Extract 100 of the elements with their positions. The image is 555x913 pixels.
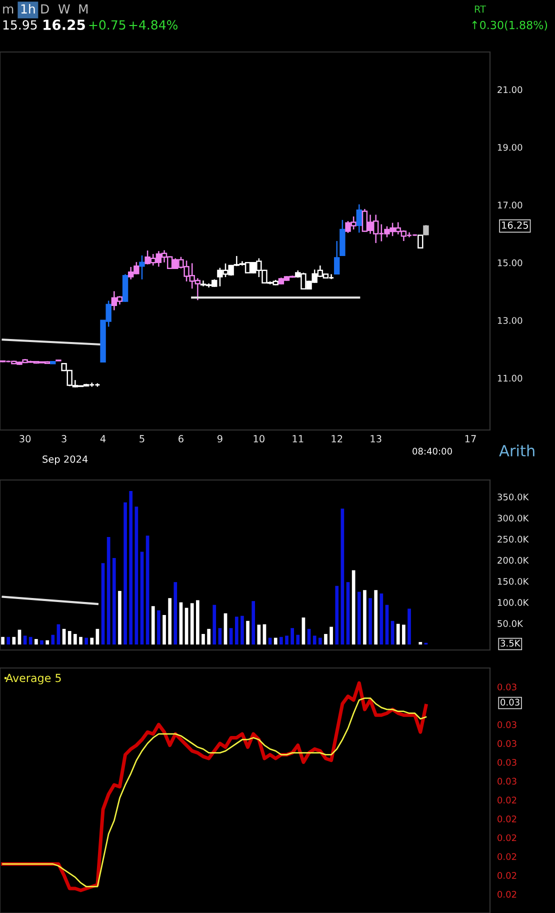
bar xyxy=(330,626,333,645)
text: RT xyxy=(474,6,486,13)
text: Sep 2024 xyxy=(42,455,88,465)
bar xyxy=(151,606,155,645)
bar xyxy=(202,634,205,645)
bar xyxy=(324,634,328,645)
bar xyxy=(84,638,88,645)
bar xyxy=(340,508,344,645)
bar xyxy=(212,604,216,645)
y-tick-label: 350.0K xyxy=(498,494,529,500)
y-tick-label: 0.02 xyxy=(498,853,516,860)
y-tick-label: 0.02 xyxy=(498,872,516,879)
bar xyxy=(118,590,122,645)
bar xyxy=(257,624,261,645)
y-tick-label: 0.03 xyxy=(498,740,516,747)
text: 3.5K xyxy=(500,640,520,647)
bar xyxy=(90,638,94,645)
x-tick-label: 9 xyxy=(217,435,222,442)
x-tick-label: 6 xyxy=(178,435,184,442)
bar xyxy=(380,593,384,645)
y-tick-label: 0.03 xyxy=(498,721,516,728)
bar xyxy=(363,590,366,645)
y-tick-label: 200.0K xyxy=(498,556,529,564)
bar xyxy=(34,639,38,645)
text: m xyxy=(3,6,14,14)
bar xyxy=(1,636,4,645)
bar xyxy=(12,636,16,645)
y-tick-label: 0.03 xyxy=(498,758,516,766)
bar xyxy=(190,603,194,645)
bar xyxy=(79,636,82,645)
y-tick-label: 100.0K xyxy=(498,599,529,606)
bar xyxy=(234,616,238,645)
bar xyxy=(162,614,166,645)
text: +4.84% xyxy=(129,20,178,30)
bar xyxy=(396,624,400,645)
candlestick xyxy=(356,204,362,234)
text: W xyxy=(58,4,70,14)
y-tick-label: 50.0K xyxy=(498,620,524,627)
y-tick-label: 15.00 xyxy=(498,259,522,266)
y-tick-label: 11.00 xyxy=(498,374,522,382)
y-tick-label: 0.03 xyxy=(498,778,516,785)
bar xyxy=(157,610,160,645)
bar xyxy=(207,628,210,645)
bar xyxy=(290,628,294,645)
bar xyxy=(40,640,44,645)
bar xyxy=(168,598,172,645)
bar xyxy=(402,624,406,645)
bar xyxy=(218,628,222,645)
bar xyxy=(285,636,288,645)
text: 15.95 xyxy=(3,20,37,30)
candlestick xyxy=(423,224,429,236)
bar xyxy=(246,620,250,645)
x-tick-label: 17 xyxy=(465,435,476,442)
y-tick-label: 0.02 xyxy=(498,816,516,822)
candlestick xyxy=(334,240,340,275)
bar xyxy=(74,634,77,645)
legend-label: Average 5 xyxy=(6,674,61,684)
y-tick-label: 17.00 xyxy=(498,202,522,208)
bar xyxy=(124,502,127,645)
text: 16.25 xyxy=(502,221,528,229)
bar xyxy=(6,636,10,645)
bar xyxy=(106,536,110,645)
bar xyxy=(335,586,339,645)
bar xyxy=(240,616,244,645)
bar xyxy=(46,640,49,645)
bar xyxy=(101,563,105,645)
bar xyxy=(368,598,372,645)
bar xyxy=(129,490,133,645)
y-tick-label: 300.0K xyxy=(498,514,529,522)
y-tick-label: 0.02 xyxy=(498,834,516,842)
y-tick-label: 21.00 xyxy=(498,86,522,94)
x-tick-label: 11 xyxy=(292,435,304,442)
x-tick-label: 10 xyxy=(254,435,264,442)
text: 08:40:00 xyxy=(412,448,452,455)
bar xyxy=(112,558,116,645)
bar xyxy=(408,608,411,645)
bar xyxy=(174,582,178,645)
bar xyxy=(312,636,316,645)
y-tick-label: 19.00 xyxy=(498,144,522,151)
x-tick-label: 3 xyxy=(62,435,66,442)
bar xyxy=(140,552,144,645)
text: +0.75 xyxy=(89,20,126,30)
y-tick-label: 0.02 xyxy=(498,890,516,898)
x-tick-label: 4 xyxy=(100,435,106,442)
text: ↑0.30(1.88%) xyxy=(472,20,548,31)
bar xyxy=(318,638,322,645)
bar xyxy=(146,536,150,645)
y-tick-label: 250.0K xyxy=(498,536,529,543)
bar xyxy=(252,601,256,645)
bar xyxy=(374,590,378,645)
x-tick-label: 12 xyxy=(332,435,342,442)
x-tick-label: 13 xyxy=(370,435,382,442)
candlestick xyxy=(418,234,424,249)
bar xyxy=(134,506,138,645)
y-tick-label: 150.0K xyxy=(498,578,529,585)
x-tick-label: 30 xyxy=(20,435,31,442)
text: Arith xyxy=(499,444,534,456)
bar xyxy=(28,636,32,645)
y-tick-label: 0.03 xyxy=(498,684,516,690)
bar xyxy=(280,636,283,645)
